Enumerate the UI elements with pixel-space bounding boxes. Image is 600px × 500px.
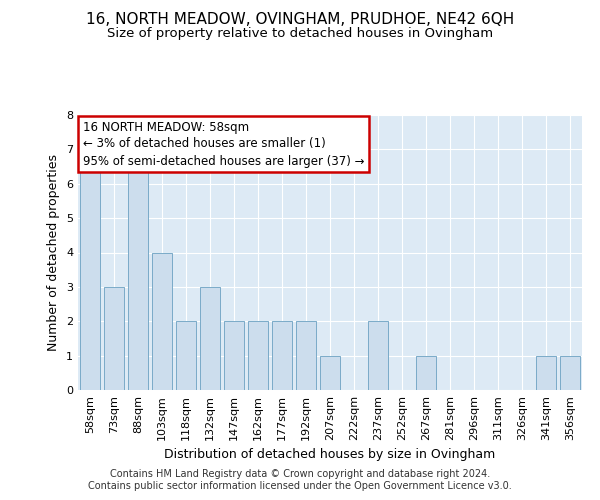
Bar	[272, 322, 292, 390]
Bar	[560, 356, 580, 390]
Bar	[320, 356, 340, 390]
Text: 16, NORTH MEADOW, OVINGHAM, PRUDHOE, NE42 6QH: 16, NORTH MEADOW, OVINGHAM, PRUDHOE, NE4…	[86, 12, 514, 28]
Y-axis label: Number of detached properties: Number of detached properties	[47, 154, 61, 351]
Bar	[536, 356, 556, 390]
Bar	[152, 252, 172, 390]
Bar	[296, 322, 316, 390]
Bar	[248, 322, 268, 390]
Bar	[104, 287, 124, 390]
Bar	[200, 287, 220, 390]
Text: Contains HM Land Registry data © Crown copyright and database right 2024.: Contains HM Land Registry data © Crown c…	[110, 469, 490, 479]
Bar	[224, 322, 244, 390]
Bar	[416, 356, 436, 390]
Bar	[368, 322, 388, 390]
Text: Size of property relative to detached houses in Ovingham: Size of property relative to detached ho…	[107, 28, 493, 40]
Bar	[176, 322, 196, 390]
Text: 16 NORTH MEADOW: 58sqm
← 3% of detached houses are smaller (1)
95% of semi-detac: 16 NORTH MEADOW: 58sqm ← 3% of detached …	[83, 120, 365, 168]
X-axis label: Distribution of detached houses by size in Ovingham: Distribution of detached houses by size …	[164, 448, 496, 462]
Text: Contains public sector information licensed under the Open Government Licence v3: Contains public sector information licen…	[88, 481, 512, 491]
Bar	[128, 150, 148, 390]
Bar	[80, 150, 100, 390]
